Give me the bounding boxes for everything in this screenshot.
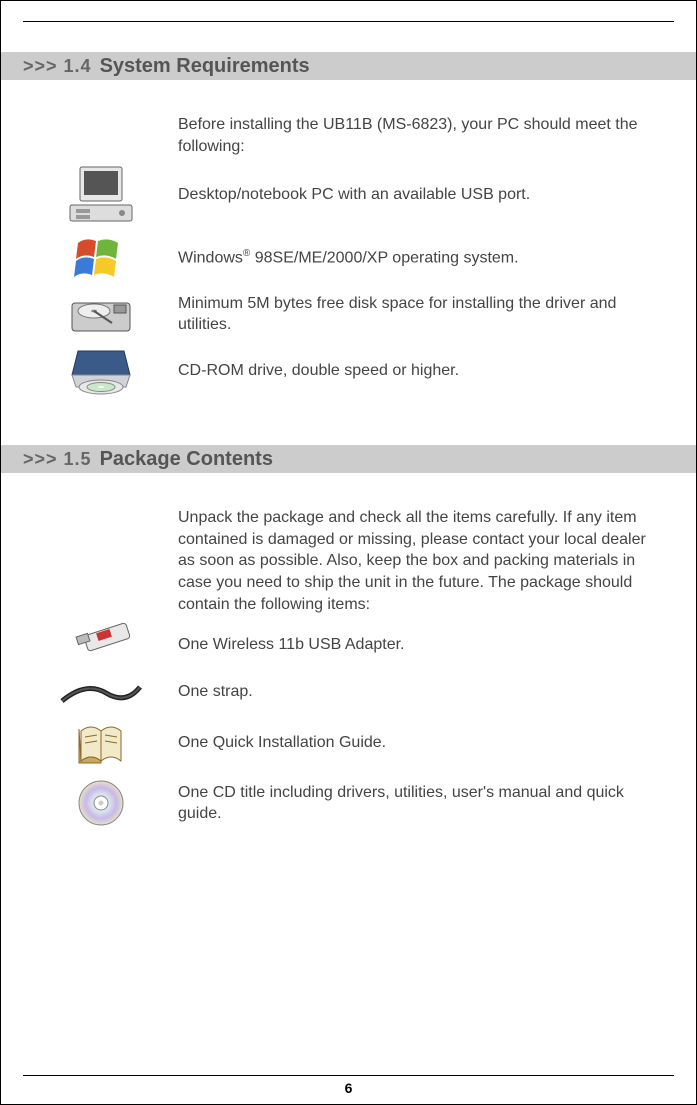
requirement-disk: Minimum 5M bytes free disk space for ins…	[178, 293, 674, 336]
intro-text: Unpack the package and check all the ite…	[178, 503, 674, 615]
cdrom-drive-icon	[23, 345, 178, 397]
windows-logo-icon	[23, 233, 178, 283]
section-prefix: >>> 1.4	[23, 56, 92, 77]
package-cd: One CD title including drivers, utilitie…	[178, 782, 674, 825]
guide-book-icon	[23, 717, 178, 769]
os-post: 98SE/ME/2000/XP operating system.	[250, 250, 518, 267]
cd-disc-icon	[23, 777, 178, 829]
strap-icon	[23, 675, 178, 709]
section-prefix: >>> 1.5	[23, 449, 92, 470]
package-guide: One Quick Installation Guide.	[178, 732, 674, 754]
intro-text: Before installing the UB11B (MS-6823), y…	[178, 110, 674, 157]
section-title: Package Contents	[100, 448, 273, 471]
requirement-cd: CD-ROM drive, double speed or higher.	[178, 360, 674, 382]
requirement-os: Windows® 98SE/ME/2000/XP operating syste…	[178, 247, 674, 269]
section-header-1-5: >>> 1.5 Package Contents	[1, 445, 696, 473]
desktop-pc-icon	[23, 165, 178, 225]
hard-disk-icon	[23, 291, 178, 337]
usb-adapter-icon	[23, 623, 178, 667]
os-pre: Windows	[178, 250, 243, 267]
section-title: System Requirements	[100, 55, 310, 78]
package-strap: One strap.	[178, 681, 674, 703]
footer-line	[23, 1075, 674, 1076]
package-adapter: One Wireless 11b USB Adapter.	[178, 634, 674, 656]
page-number: 6	[1, 1080, 696, 1096]
requirement-pc: Desktop/notebook PC with an available US…	[178, 184, 674, 206]
section-header-1-4: >>> 1.4 System Requirements	[1, 52, 696, 80]
